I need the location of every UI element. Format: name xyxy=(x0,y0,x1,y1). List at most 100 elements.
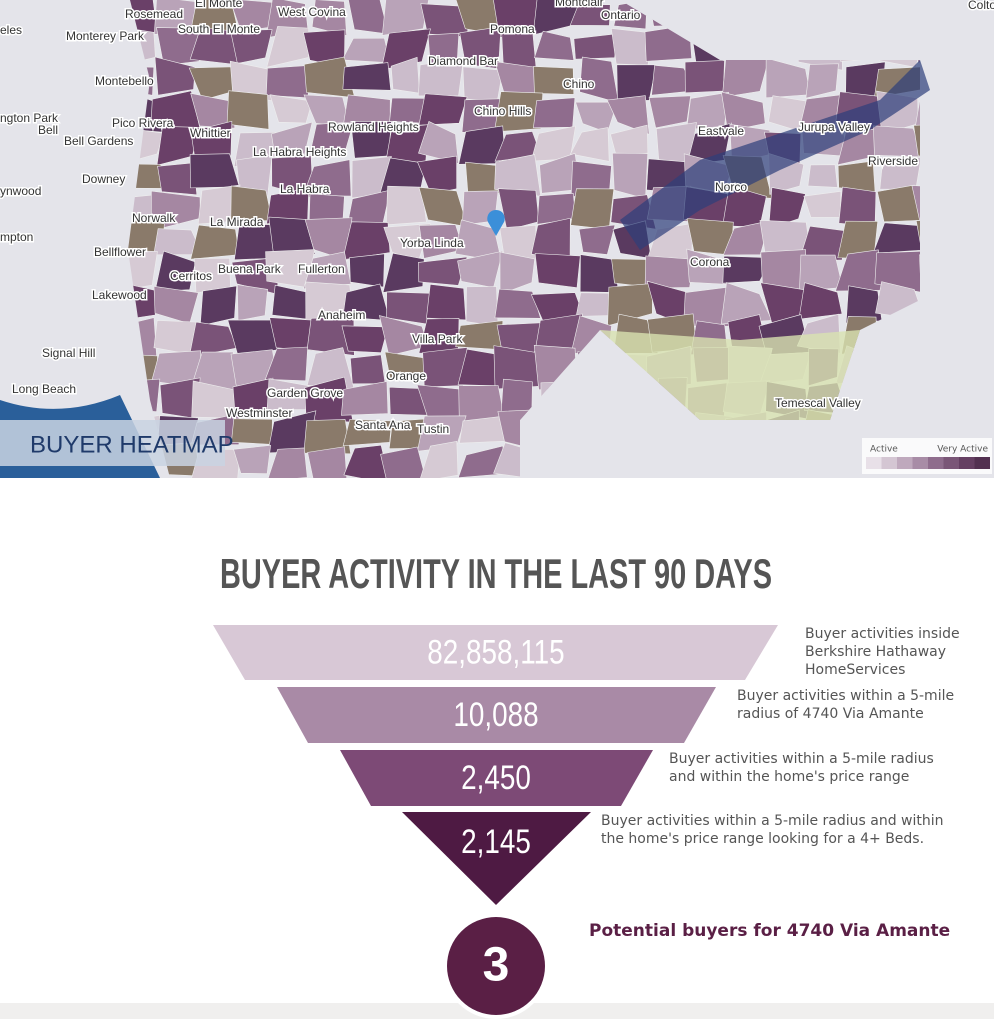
place-label: Colton xyxy=(968,0,994,12)
place-label: South El Monte xyxy=(178,22,260,36)
map-region xyxy=(154,56,196,96)
map-region xyxy=(914,88,920,132)
place-label: Westminster xyxy=(226,406,292,420)
map-region xyxy=(302,159,352,197)
map-region xyxy=(190,224,240,260)
location-pin xyxy=(487,210,505,236)
map-region xyxy=(417,58,464,97)
result-circle xyxy=(447,917,545,1015)
result-value: 3 xyxy=(483,939,510,992)
map-region xyxy=(807,164,838,188)
map-region xyxy=(803,190,842,218)
map-region xyxy=(684,60,725,94)
map-region xyxy=(499,251,536,295)
map-region xyxy=(190,92,236,129)
place-label: Signal Hill xyxy=(42,346,95,360)
place-label: La Mirada xyxy=(210,215,264,229)
funnel-stage xyxy=(402,812,591,905)
map-region xyxy=(426,283,467,321)
map-region xyxy=(578,224,616,255)
map-region xyxy=(269,94,313,124)
map-region xyxy=(156,27,200,66)
map-region xyxy=(533,97,576,129)
place-label: Villa Park xyxy=(412,332,463,346)
place-label: Cerritos xyxy=(170,269,212,283)
map-region xyxy=(309,121,355,156)
map-region xyxy=(191,380,240,419)
place-label: El Monte xyxy=(195,0,243,10)
map-region xyxy=(570,188,615,230)
map-region xyxy=(226,90,270,130)
place-label: Norwalk xyxy=(132,211,176,225)
place-label: Whittier xyxy=(190,126,231,140)
place-label: Rosemead xyxy=(125,7,183,21)
map-region xyxy=(233,445,271,475)
place-label: Norco xyxy=(715,180,747,194)
place-label: ynwood xyxy=(0,184,41,198)
map-title: BUYER HEATMAP xyxy=(30,431,234,458)
place-label: La Habra Heights xyxy=(253,145,346,159)
place-label: Temescal Valley xyxy=(775,396,861,410)
stage-value: 82,858,115 xyxy=(427,633,564,671)
stage-description: Buyer activities within a 5-mile radius … xyxy=(669,751,934,785)
map-region xyxy=(874,250,920,294)
map-region xyxy=(721,91,766,132)
map-region xyxy=(380,446,427,478)
map-region xyxy=(157,162,198,196)
map-region xyxy=(573,33,619,60)
map-region xyxy=(381,0,430,36)
place-label: Montclair xyxy=(555,0,604,9)
river xyxy=(620,60,930,250)
place-label: mpton xyxy=(0,230,33,244)
place-label: La Habra xyxy=(280,182,330,196)
legend-scale xyxy=(866,457,990,469)
map-region xyxy=(235,154,273,197)
place-label: Long Beach xyxy=(12,382,76,396)
map-region xyxy=(606,95,650,135)
place-label: Anaheim xyxy=(318,308,365,322)
place-label: Jurupa Valley xyxy=(798,120,870,134)
map-region xyxy=(386,185,427,226)
map-region xyxy=(341,325,389,353)
stage-value: 10,088 xyxy=(453,695,538,733)
legend-swatch xyxy=(974,457,990,469)
legend-swatch xyxy=(897,457,913,469)
map-region xyxy=(341,381,389,416)
map-region xyxy=(768,187,806,230)
map-region xyxy=(534,253,581,289)
place-label: Buena Park xyxy=(218,262,282,276)
place-label: Chino Hills xyxy=(474,104,531,118)
map-region xyxy=(342,62,392,91)
map-region xyxy=(872,125,920,158)
map-region xyxy=(838,186,877,227)
place-label: Bell Gardens xyxy=(64,134,133,148)
place-label: Fullerton xyxy=(298,262,345,276)
map-region xyxy=(418,256,468,286)
legend-low: Active xyxy=(870,445,898,455)
place-label: Rowland Heights xyxy=(328,120,419,134)
funnel-stage xyxy=(213,625,778,680)
place-labels: Rosemead El Monte West Covina MontclairOnta… xyxy=(0,0,994,438)
map-region xyxy=(418,121,459,164)
map-region xyxy=(307,446,348,478)
green-area xyxy=(600,330,860,420)
map-region xyxy=(382,252,425,293)
map-regions xyxy=(128,0,920,478)
map-region xyxy=(455,320,504,351)
place-label: Pico Rivera xyxy=(112,116,174,130)
map-region xyxy=(197,184,241,225)
place-label: Garden Grove xyxy=(267,386,343,400)
map-region xyxy=(266,447,308,478)
place-label: Chino xyxy=(563,77,595,91)
place-label: ngton Park xyxy=(0,111,59,125)
map-region xyxy=(798,282,843,320)
stage-value: 2,145 xyxy=(461,822,531,860)
place-label: Orange xyxy=(386,369,426,383)
map-region xyxy=(199,285,237,327)
place-label: Riverside xyxy=(868,154,918,168)
funnel-title: BUYER ACTIVITY IN THE LAST 90 DAYS xyxy=(220,550,772,597)
place-label: Bell xyxy=(38,123,58,137)
place-label: Ontario xyxy=(601,8,641,22)
map-region xyxy=(311,0,347,37)
